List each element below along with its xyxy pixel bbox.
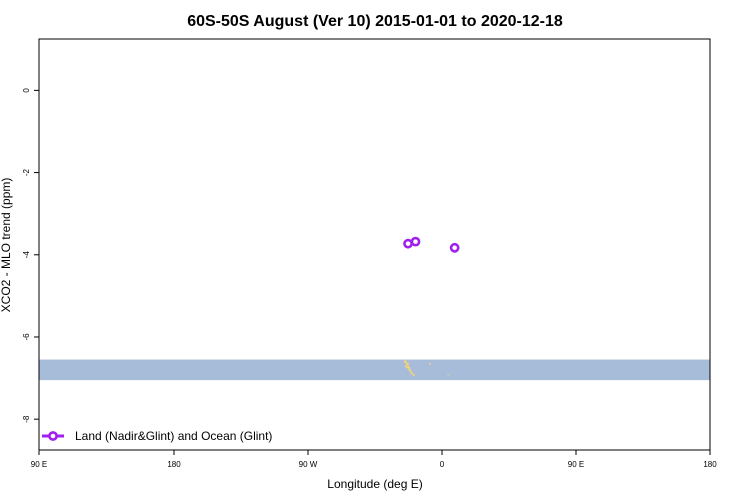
y-axis-label: XCO2 - MLO trend (ppm) xyxy=(0,178,13,313)
land-patch xyxy=(413,374,416,377)
data-point xyxy=(449,242,460,253)
y-tick-label: -2 xyxy=(22,168,31,176)
land-patch xyxy=(404,365,408,368)
plot-frame xyxy=(38,38,711,451)
x-tick-label: 90 W xyxy=(299,460,318,469)
x-tick-label: 180 xyxy=(167,460,181,469)
x-tick-label: 90 E xyxy=(568,460,584,469)
x-tick-label: 180 xyxy=(703,460,717,469)
y-tick-label: -8 xyxy=(22,415,31,423)
data-point xyxy=(410,236,421,247)
land-patch xyxy=(405,362,409,366)
legend: Land (Nadir&Glint) and Ocean (Glint) xyxy=(42,429,272,443)
land-patch xyxy=(447,374,449,376)
x-axis: 90 E 180 90 W 0 90 E 180 xyxy=(31,450,717,469)
data-point xyxy=(403,238,413,249)
y-axis: 0 -2 -4 -6 -8 xyxy=(22,88,39,423)
x-tick-label: 90 E xyxy=(31,460,47,469)
legend-label: Land (Nadir&Glint) and Ocean (Glint) xyxy=(75,429,272,443)
chart-title: 60S-50S August (Ver 10) 2015-01-01 to 20… xyxy=(187,13,563,30)
y-tick-label: -6 xyxy=(22,333,31,341)
land-patch xyxy=(408,368,412,372)
plot-area xyxy=(39,236,710,381)
y-tick-label: -4 xyxy=(22,251,31,259)
land-patch xyxy=(409,371,413,374)
x-tick-label: 0 xyxy=(440,460,445,469)
land-patch xyxy=(429,362,431,365)
land-patches xyxy=(403,360,449,377)
background-band xyxy=(39,359,710,381)
land-patch xyxy=(406,365,410,369)
x-axis-label: Longitude (deg E) xyxy=(327,477,422,491)
land-patch xyxy=(403,360,407,364)
legend-marker xyxy=(48,431,58,441)
y-tick-label: 0 xyxy=(22,88,31,93)
land-patch xyxy=(411,372,414,375)
